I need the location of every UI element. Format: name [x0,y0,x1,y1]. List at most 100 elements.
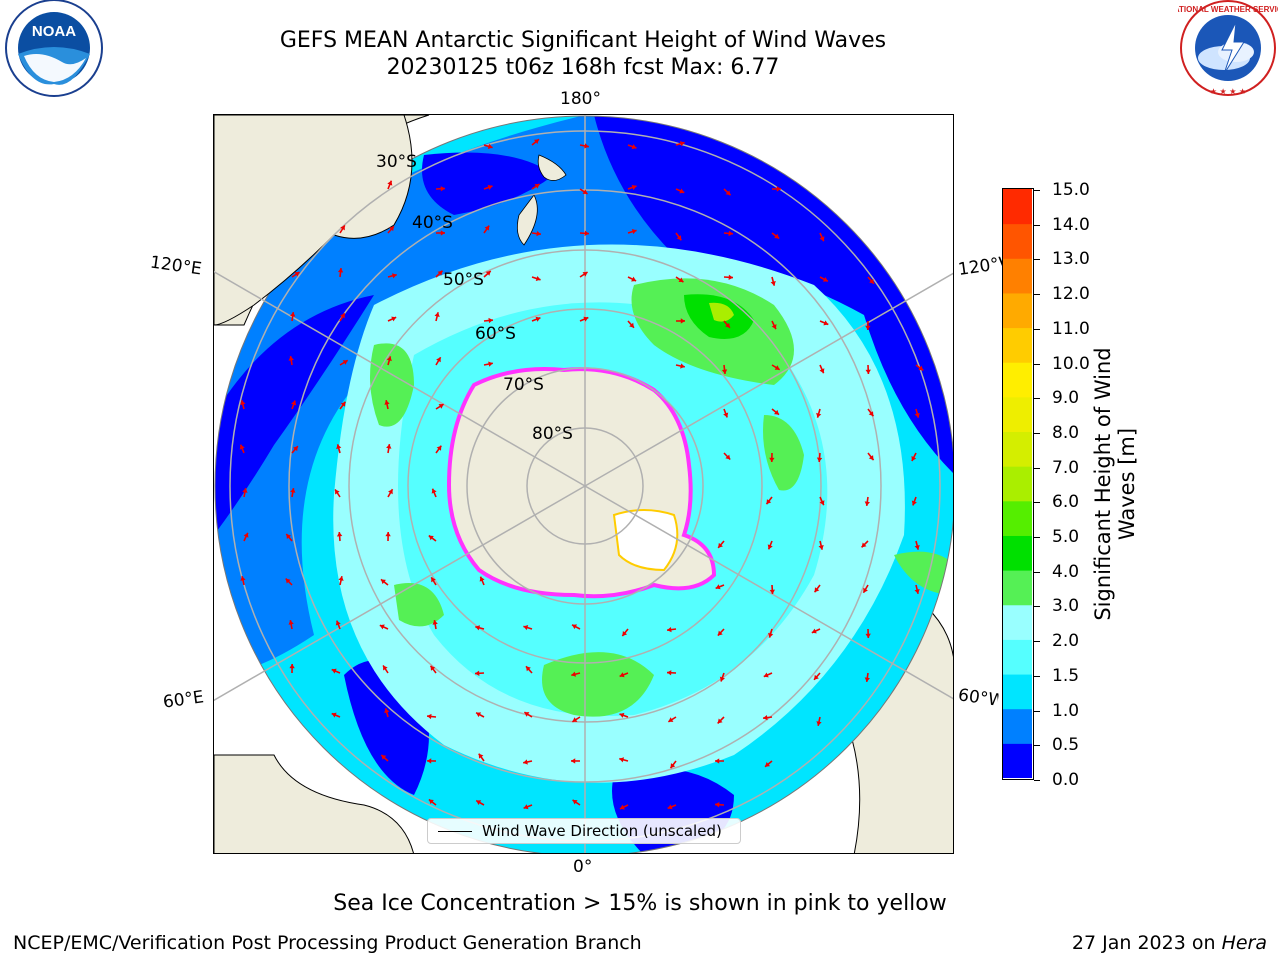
wind-arrow-head [337,268,344,273]
wind-arrow-head [667,670,672,676]
colorbar-swatch [1003,223,1032,259]
colorbar-tick-label: 4.0 [1052,561,1080,582]
colorbar-tick-mark [1034,571,1040,573]
wind-arrow-head [914,589,920,594]
lat-label-30s: 30°S [376,152,417,172]
wind-arrow-head [286,534,292,539]
meridian-line [584,485,953,700]
wind-arrow-head [534,184,540,189]
wind-arrow-head [479,576,485,582]
wind-arrow-head [680,318,685,324]
colorbar-tick-mark [1034,675,1040,677]
colorbar-tick-mark [1034,606,1040,608]
legend-line-sample [438,830,472,832]
wind-arrow-head [814,587,820,593]
graticule [214,115,953,853]
wind-arrow-head [816,412,822,418]
colorbar-label-line2: Waves [m] [1115,427,1139,541]
lat-label-40s: 40°S [412,213,453,233]
wind-arrow-head [721,369,728,374]
wind-arrow-head [438,404,444,409]
wind-arrow-head [911,500,917,506]
wind-arrow-head [572,624,578,630]
wind-arrow-head [572,717,578,722]
lon-label-0: 0° [573,857,593,877]
wind-arrow-head [571,671,577,677]
wind-arrow-head [388,489,393,495]
wind-arrow-head [723,412,729,418]
wind-arrow-head [766,499,772,505]
wind-arrow-head [288,620,294,625]
footer-date: 27 Jan 2023 on [1071,932,1222,954]
wind-arrow-head [680,363,685,369]
legend-label: Wind Wave Direction (unscaled) [482,822,722,840]
wind-arrow-head [571,758,576,764]
wind-arrow-head [475,625,481,631]
wind-arrow-head [765,761,771,767]
wind-arrow-head [715,802,720,808]
colorbar-swatch [1003,396,1032,433]
wind-arrow-head [667,626,672,633]
lon-label-60e: 60°E [161,687,206,713]
wind-arrow-head [243,532,249,538]
wind-arrow-head [619,672,625,678]
wind-arrow-head [865,369,871,374]
wind-arrow-head [285,578,291,584]
wind-arrow-head [431,488,437,494]
wind-arrow-head [770,280,776,286]
wind-arrow-head [818,545,824,550]
wind-arrow-head [679,188,685,194]
colorbar-tick-label: 10.0 [1052,353,1090,374]
wind-arrow-head [290,488,296,493]
wind-arrow-head [380,579,386,585]
wind-arrow-head [769,589,775,594]
wind-arrow-head [381,754,387,760]
wind-arrow-head [868,411,874,417]
lon-label-120e: 120°E [148,252,203,280]
colorbar-tick-label: 0.5 [1052,735,1080,756]
wind-arrow-head [436,357,441,363]
footer-left: NCEP/EMC/Verification Post Processing Pr… [13,932,642,954]
wind-arrow-head [865,325,871,330]
colorbar-tick-label: 9.0 [1052,388,1080,409]
wind-arrow-head [336,444,342,450]
wind-arrow-head [485,270,491,276]
wind-arrow-head [667,804,673,810]
wind-arrow-head [240,400,246,406]
colorbar-swatch [1003,189,1032,225]
wind-arrow-head [432,620,438,625]
wind-arrow-head [668,717,674,722]
wind-arrow-head [487,184,493,190]
colorbar-tick-mark [1034,398,1040,400]
nws-logo: NATIONAL WEATHER SERVICE ★ ★ ★ ★ [1168,0,1280,100]
wind-arrow-head [475,670,480,676]
wind-arrow-head [816,457,823,462]
wind-arrow-head [428,799,434,805]
wind-arrow-head [816,721,822,726]
wind-arrow-head [436,445,442,451]
wind-arrow-head [865,633,871,638]
wind-arrow-head [763,672,769,678]
noaa-logo: NOAA [2,0,106,100]
wind-arrow-head [342,360,348,365]
wind-arrow-head [918,365,924,371]
wind-arrow-head [869,278,874,284]
wind-arrow-head [523,804,529,810]
wind-arrow-head [440,186,445,192]
wind-arrow-head [911,456,917,462]
wind-arrow-head [914,544,920,550]
sea-ice-note: Sea Ice Concentration > 15% is shown in … [333,891,947,916]
colorbar-tick-label: 3.0 [1052,596,1080,617]
colorbar-swatch [1003,604,1032,640]
wind-arrow-head [584,143,589,149]
wind-arrow-head [583,316,589,322]
wind-arrow-head [488,361,493,367]
colorbar-tick-label: 0.0 [1052,770,1080,790]
wind-arrow-head [427,758,432,764]
wind-arrow-head [678,277,684,283]
wind-arrow-head [619,712,625,718]
wind-arrow-head [338,576,344,581]
colorbar-tick-mark [1034,780,1040,781]
chart-subtitle: 20230125 t06z 168h fcst Max: 6.77 [386,55,780,80]
wind-arrow-head [717,718,723,724]
